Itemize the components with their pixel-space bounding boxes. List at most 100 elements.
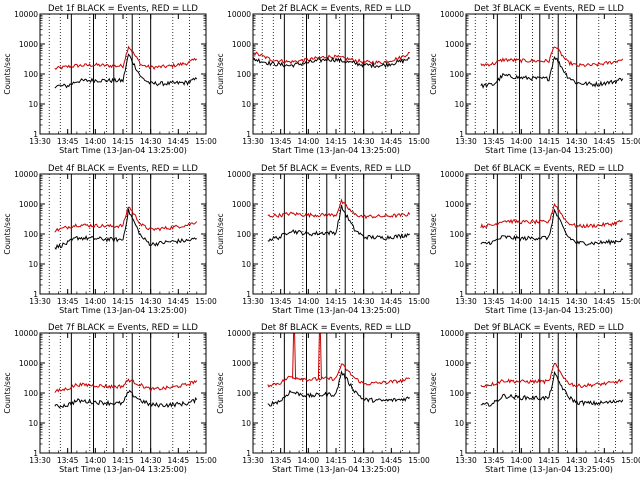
y-tick-label: 100	[24, 230, 39, 239]
x-tick-label: 14:15	[325, 137, 347, 146]
x-tick-label: 14:45	[381, 137, 403, 146]
panel-title: Det 6f BLACK = Events, RED = LLD	[474, 164, 624, 174]
x-tick-label: 13:30	[455, 137, 477, 146]
plot-frame	[39, 13, 207, 135]
panel-det-5: Det 5f BLACK = Events, RED = LLD 1 10 100 10…	[216, 164, 430, 315]
x-tick-label: 14:45	[381, 297, 403, 306]
y-tick-label: 10000	[227, 329, 251, 338]
events-trace	[480, 370, 624, 407]
panel-det-7: Det 7f BLACK = Events, RED = LLD 1 10 100 10…	[3, 323, 217, 474]
x-tick-label: 13:30	[242, 137, 264, 146]
y-tick-label: 1000	[232, 40, 251, 49]
panel-title: Det 4f BLACK = Events, RED = LLD	[48, 164, 198, 174]
y-tick-label: 1	[246, 130, 251, 139]
x-axis-title: Start Time (13-Jan-04 13:25:00)	[59, 146, 187, 155]
y-tick-label: 10000	[440, 329, 464, 338]
lld-trace	[267, 363, 411, 388]
x-tick-label: 13:45	[483, 297, 505, 306]
x-tick-label: 15:00	[195, 297, 217, 306]
panel-det-1: Det 1f BLACK = Events, RED = LLD 1 10 100 10…	[3, 4, 217, 155]
x-tick-label: 15:00	[195, 456, 217, 465]
x-tick-label: 14:45	[168, 137, 190, 146]
panel-det-2: Det 2f BLACK = Events, RED = LLD 1 10 100 10…	[216, 4, 430, 155]
events-trace	[252, 56, 411, 69]
panel-det-8: Det 8f BLACK = Events, RED = LLD 1 10 100 10…	[216, 323, 430, 474]
events-trace	[54, 53, 198, 89]
x-tick-label: 14:45	[594, 456, 616, 465]
y-tick-label: 100	[450, 230, 465, 239]
events-trace	[54, 208, 197, 251]
y-tick-label: 10000	[14, 170, 38, 179]
y-tick-label: 1	[459, 130, 464, 139]
y-tick-label: 1	[246, 290, 251, 299]
x-tick-label: 15:00	[621, 456, 640, 465]
x-axis-title: Start Time (13-Jan-04 13:25:00)	[59, 306, 187, 315]
panel-det-6: Det 6f BLACK = Events, RED = LLD 1 10 100 10…	[429, 164, 640, 315]
x-tick-label: 14:15	[538, 137, 560, 146]
y-axis-title: Counts/sec	[3, 213, 12, 254]
x-tick-label: 13:30	[29, 297, 51, 306]
x-tick-label: 14:30	[353, 137, 375, 146]
y-tick-label: 100	[24, 70, 39, 79]
y-tick-label: 10	[241, 419, 251, 428]
x-tick-label: 14:30	[566, 456, 588, 465]
panel-title: Det 8f BLACK = Events, RED = LLD	[261, 323, 411, 333]
x-tick-label: 13:45	[483, 137, 505, 146]
plot-frame	[465, 173, 633, 295]
x-tick-label: 13:45	[57, 297, 79, 306]
y-tick-label: 1000	[445, 40, 464, 49]
y-tick-label: 10000	[227, 10, 251, 19]
lld-trace	[480, 202, 623, 229]
events-trace	[480, 208, 624, 246]
x-tick-label: 13:45	[57, 137, 79, 146]
y-tick-label: 100	[237, 389, 252, 398]
x-tick-label: 14:00	[511, 297, 533, 306]
x-tick-label: 14:15	[325, 297, 347, 306]
y-tick-label: 1	[459, 449, 464, 458]
x-axis-title: Start Time (13-Jan-04 13:25:00)	[485, 306, 613, 315]
x-tick-label: 15:00	[621, 297, 640, 306]
plot-frame	[39, 173, 207, 295]
y-tick-label: 1	[246, 449, 251, 458]
x-tick-label: 14:45	[594, 137, 616, 146]
panel-title: Det 1f BLACK = Events, RED = LLD	[48, 4, 198, 14]
x-tick-label: 13:45	[270, 456, 292, 465]
plot-frame	[465, 332, 633, 454]
panel-title: Det 2f BLACK = Events, RED = LLD	[261, 4, 411, 14]
x-tick-label: 15:00	[195, 137, 217, 146]
x-tick-label: 14:00	[511, 137, 533, 146]
x-tick-label: 13:30	[242, 297, 264, 306]
x-tick-label: 14:15	[325, 456, 347, 465]
y-tick-label: 1000	[232, 200, 251, 209]
y-axis-title: Counts/sec	[429, 213, 438, 254]
x-tick-label: 15:00	[621, 137, 640, 146]
panel-det-4: Det 4f BLACK = Events, RED = LLD 1 10 100 10…	[3, 164, 217, 315]
events-trace	[480, 55, 624, 89]
x-tick-label: 13:30	[455, 456, 477, 465]
events-trace	[54, 389, 198, 409]
x-tick-label: 14:30	[353, 456, 375, 465]
x-tick-label: 15:00	[408, 297, 430, 306]
y-axis-title: Counts/sec	[216, 372, 225, 413]
panel-title: Det 7f BLACK = Events, RED = LLD	[48, 323, 198, 333]
lld-spike	[292, 332, 297, 379]
y-tick-label: 10	[454, 419, 464, 428]
y-tick-label: 1000	[19, 40, 38, 49]
x-tick-label: 14:00	[298, 137, 320, 146]
y-tick-label: 1000	[445, 200, 464, 209]
y-axis-title: Counts/sec	[216, 213, 225, 254]
y-tick-label: 10000	[14, 329, 38, 338]
y-axis-title: Counts/sec	[3, 53, 12, 94]
y-tick-label: 100	[450, 70, 465, 79]
x-axis-title: Start Time (13-Jan-04 13:25:00)	[59, 465, 187, 474]
x-tick-label: 13:45	[270, 137, 292, 146]
y-tick-label: 10	[28, 419, 38, 428]
x-tick-label: 14:30	[140, 137, 162, 146]
x-tick-label: 14:15	[112, 137, 134, 146]
x-tick-label: 14:00	[85, 297, 107, 306]
x-tick-label: 14:00	[85, 456, 107, 465]
panel-title: Det 3f BLACK = Events, RED = LLD	[474, 4, 624, 14]
x-tick-label: 13:30	[455, 297, 477, 306]
plot-frame	[465, 13, 633, 135]
